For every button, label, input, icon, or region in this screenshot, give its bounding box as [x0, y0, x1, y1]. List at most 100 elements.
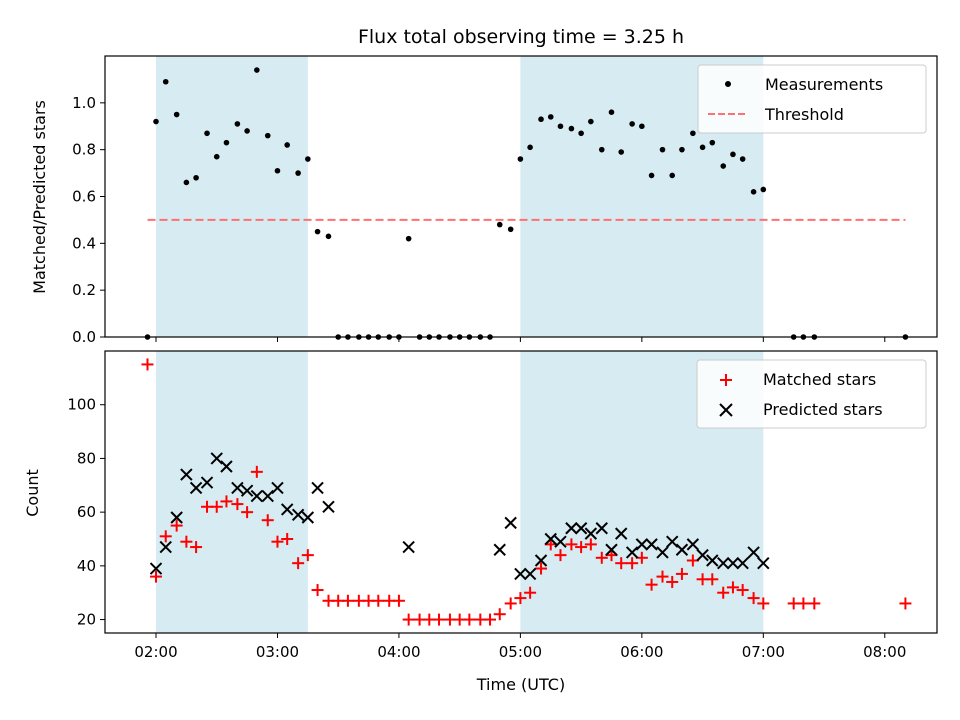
top-legend-box: [697, 64, 927, 134]
x-tick-label: 05:00: [499, 643, 542, 661]
measurement-point: [295, 170, 301, 176]
predicted-star-point: [261, 489, 274, 503]
measurement-point: [760, 186, 767, 193]
matched-star-point: [514, 592, 527, 605]
measurement-point: [547, 114, 554, 120]
matched-star-point: [463, 613, 476, 626]
matched-star-point: [261, 514, 274, 527]
predicted-star-point: [717, 556, 730, 570]
legend-predicted-label: Predicted stars: [763, 400, 883, 419]
measurement-point: [629, 121, 635, 127]
top-y-tick-label: 0.8: [72, 141, 96, 159]
measurement-point: [598, 146, 605, 153]
measurement-point: [305, 156, 311, 162]
measurement-point: [659, 146, 666, 153]
measurement-point: [669, 172, 676, 179]
matched-star-point: [292, 557, 305, 570]
bottom-legend-box: [696, 359, 927, 429]
top-shaded-intervals: [156, 56, 764, 337]
top-y-tick-label: 1.0: [72, 94, 96, 112]
measurement-point: [517, 156, 524, 162]
measurement-point: [507, 226, 514, 233]
predicted-star-point: [504, 516, 517, 530]
top-y-axis-label: Matched/Predicted stars: [30, 100, 49, 294]
predicted-star-point: [757, 556, 770, 570]
predicted-star-point: [635, 538, 649, 551]
predicted-star-point: [189, 481, 203, 495]
measurement-point: [193, 174, 199, 181]
matched-stars-series: [141, 358, 912, 626]
predicted-star-point: [210, 452, 223, 465]
top-legend: Measurements Threshold: [697, 64, 927, 134]
measurement-point: [264, 132, 271, 139]
matched-star-point: [645, 578, 658, 591]
matched-star-point: [210, 500, 223, 513]
predicted-star-point: [170, 511, 183, 524]
matched-star-point: [595, 551, 608, 564]
top-y-tick-label: 0.6: [72, 188, 96, 206]
measurement-point: [730, 151, 736, 158]
measurement-point: [709, 139, 716, 146]
predicted-star-point: [696, 548, 709, 562]
matched-star-point: [159, 530, 172, 543]
predicted-star-point: [625, 546, 639, 559]
bottom-axes-frame: [104, 350, 938, 634]
measurement-point: [213, 153, 220, 160]
matched-star-point: [686, 554, 699, 567]
predicted-star-point: [574, 522, 588, 535]
x-tick-label: 06:00: [620, 643, 663, 661]
matched-star-point: [190, 541, 203, 554]
predicted-star-point: [645, 538, 658, 551]
matched-star-point: [726, 581, 739, 594]
matched-star-point: [565, 538, 578, 551]
top-axes-frame: [104, 55, 938, 338]
matched-star-point: [899, 597, 912, 610]
predicted-stars-series: [149, 452, 770, 581]
matched-star-point: [747, 592, 760, 605]
predicted-star-point: [656, 546, 669, 559]
predicted-star-point: [584, 527, 598, 540]
bottom-y-tick-label: 80: [77, 449, 96, 467]
measurement-point: [739, 156, 746, 162]
measurement-point: [254, 67, 260, 73]
measurement-point: [162, 78, 169, 85]
predicted-star-point: [534, 554, 548, 567]
bottom-y-tick-label: 40: [77, 557, 96, 575]
bottom-y-axis: 20 40 60 80 100: [67, 396, 105, 629]
matched-star-point: [757, 597, 770, 610]
matched-star-point: [241, 506, 254, 519]
matched-star-point: [433, 613, 446, 626]
bottom-y-tick-label: 60: [77, 503, 96, 521]
predicted-star-point: [311, 481, 324, 495]
bottom-y-axis-label: Count: [23, 469, 42, 517]
predicted-star-point: [159, 540, 172, 554]
predicted-star-point: [523, 567, 537, 581]
measurement-point: [720, 163, 727, 169]
measurement-point: [699, 144, 706, 151]
predicted-star-point: [240, 484, 254, 497]
matched-star-point: [311, 584, 324, 597]
matched-star-point: [493, 608, 506, 621]
matched-star-point: [675, 567, 688, 580]
matched-star-point: [220, 495, 233, 508]
observing-interval-1: [156, 56, 308, 337]
matched-star-point: [626, 557, 639, 570]
bottom-x-axis: 02:00 03:00 04:00 05:00 06:00 07:00 08:00: [134, 633, 906, 661]
x-tick-label: 03:00: [256, 643, 299, 661]
matched-star-point: [484, 613, 497, 626]
matched-star-point: [150, 570, 163, 583]
measurement-point: [204, 130, 210, 137]
predicted-star-point: [706, 554, 719, 567]
matched-star-point: [180, 535, 193, 548]
matched-star-point: [635, 551, 648, 564]
matched-star-point: [554, 549, 567, 562]
matched-star-point: [808, 597, 821, 610]
matched-star-point: [231, 498, 244, 511]
matched-star-point: [504, 597, 517, 610]
matched-star-point: [797, 597, 810, 610]
measurement-point: [578, 130, 584, 137]
matched-star-point: [271, 535, 284, 548]
matched-star-point: [535, 562, 548, 575]
predicted-star-point: [614, 527, 628, 540]
